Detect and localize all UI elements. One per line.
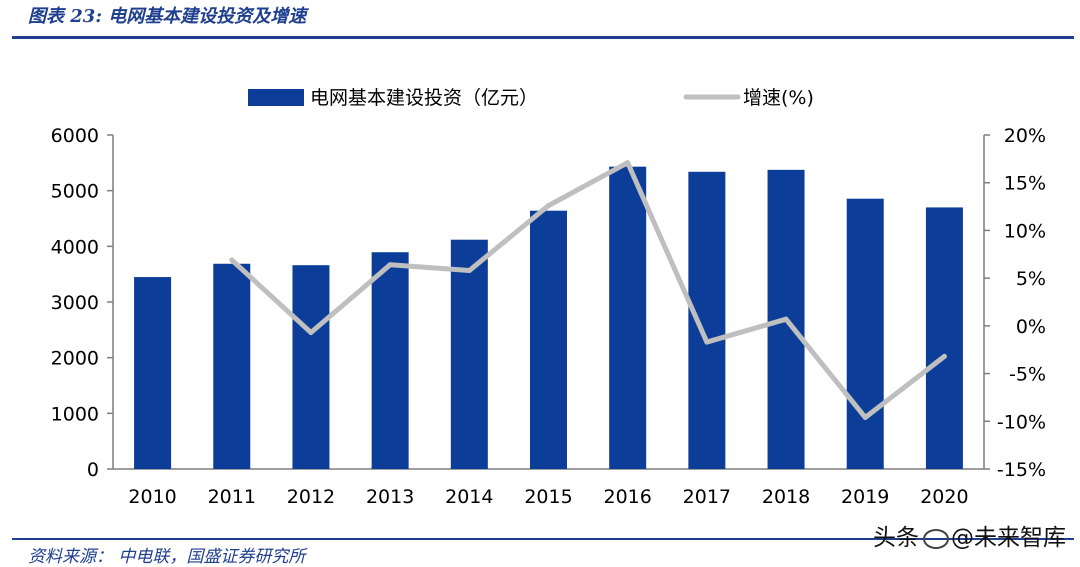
x-tick-label: 2016 <box>604 486 652 508</box>
watermark-prefix: 头条 <box>873 525 919 551</box>
x-tick-label: 2014 <box>445 486 493 508</box>
right-tick-label: 0% <box>1016 316 1046 338</box>
bar-2020 <box>925 207 963 469</box>
bar-2011 <box>213 263 251 469</box>
right-tick-label: 10% <box>1004 220 1046 242</box>
bar-series <box>134 166 963 470</box>
left-tick-label: 3000 <box>51 292 99 314</box>
bar-2013 <box>371 252 409 469</box>
x-tick-label: 2015 <box>524 486 572 508</box>
bar-line-chart: 电网基本建设投资（亿元） 增速(%) 0 1000 2000 3000 4000 5000… <box>51 87 1046 508</box>
left-tick-label: 4000 <box>51 236 99 258</box>
growth-point-2016 <box>625 160 631 166</box>
title-divider <box>12 36 1074 39</box>
growth-point-2019 <box>862 414 868 420</box>
growth-point-2015 <box>546 203 551 209</box>
x-tick-label: 2013 <box>366 486 414 508</box>
growth-point-2011 <box>229 257 235 263</box>
legend-line-label: 增速(%) <box>743 87 814 109</box>
bar-2014 <box>450 239 488 469</box>
x-tick-label: 2018 <box>762 486 810 508</box>
watermark-handle: @未来智库 <box>951 525 1066 551</box>
source-divider <box>12 538 1074 540</box>
right-axis-ticks: -15% -10% -5% 0% 5% 10% 15% 20% <box>984 125 1046 481</box>
right-tick-label: -10% <box>997 411 1046 433</box>
x-tick-label: 2019 <box>841 486 889 508</box>
right-tick-label: 15% <box>1004 173 1046 195</box>
growth-point-2014 <box>466 268 472 274</box>
left-axis-ticks: 0 1000 2000 3000 4000 5000 6000 <box>51 125 113 481</box>
left-tick-label: 0 <box>87 459 99 481</box>
growth-point-2018 <box>783 316 789 322</box>
bar-2015 <box>530 210 567 469</box>
legend: 电网基本建设投资（亿元） 增速(%) <box>248 87 814 109</box>
x-tick-label: 2012 <box>287 486 335 508</box>
left-tick-label: 1000 <box>51 403 99 425</box>
x-axis-labels: 2010 2011 2012 2013 2014 2015 2016 2017 2018 2019… <box>128 486 968 508</box>
x-tick-label: 2017 <box>683 486 731 508</box>
x-tick-label: 2020 <box>920 486 968 508</box>
x-tick-label: 2011 <box>208 486 256 508</box>
x-tick-label: 2010 <box>128 486 176 508</box>
growth-point-2012 <box>308 330 314 336</box>
line-series <box>229 160 947 420</box>
bar-2010 <box>134 277 172 469</box>
figure-title: 图表 23: 电网基本建设投资及增速 <box>28 6 307 27</box>
bar-2017 <box>688 171 726 470</box>
left-tick-label: 2000 <box>51 348 99 370</box>
watermark: 头条 @未来智库 <box>873 518 1066 552</box>
growth-point-2017 <box>704 339 710 345</box>
right-tick-label: -15% <box>997 459 1046 481</box>
chat-bubble-icon <box>923 528 949 549</box>
left-tick-label: 5000 <box>51 181 99 203</box>
bar-2016 <box>609 166 647 470</box>
growth-line <box>229 160 947 420</box>
growth-point-2020 <box>941 353 947 359</box>
right-tick-label: 5% <box>1016 268 1046 290</box>
growth-point-2013 <box>387 262 393 268</box>
legend-bar-label: 电网基本建设投资（亿元） <box>310 87 538 109</box>
right-tick-label: -5% <box>1009 364 1046 386</box>
source-note: 资料来源： 中电联，国盛证券研究所 <box>28 547 306 567</box>
bar-2019 <box>846 198 884 469</box>
legend-bar-swatch <box>248 89 304 106</box>
bar-2012 <box>292 265 330 469</box>
right-tick-label: 20% <box>1004 125 1046 147</box>
left-tick-label: 6000 <box>51 125 99 147</box>
